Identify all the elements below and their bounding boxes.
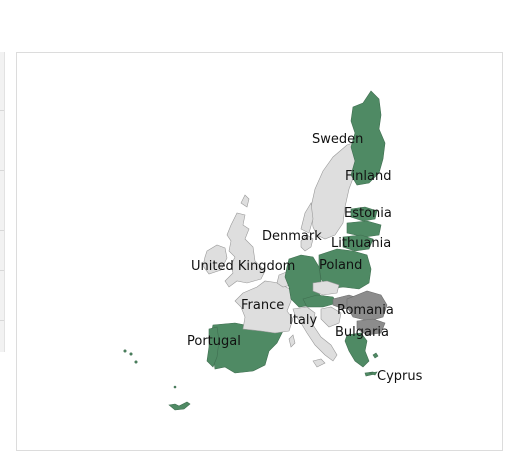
country-united-kingdom[interactable] (225, 213, 265, 287)
europe-map: Sweden Finland Estonia Denmark Lithuania… (17, 53, 502, 450)
label-cyprus: Cyprus (377, 369, 423, 384)
country-latvia[interactable] (347, 221, 381, 237)
label-bulgaria: Bulgaria (335, 325, 389, 340)
label-denmark: Denmark (262, 229, 322, 244)
label-finland: Finland (345, 169, 391, 184)
left-panel-edge (0, 52, 5, 352)
label-france: France (241, 298, 284, 313)
label-lithuania: Lithuania (331, 236, 391, 251)
map-panel: Sweden Finland Estonia Denmark Lithuania… (16, 52, 503, 451)
label-united-kingdom: United Kingdom (191, 259, 295, 274)
label-portugal: Portugal (187, 334, 241, 349)
label-italy: Italy (289, 313, 318, 328)
label-poland: Poland (319, 258, 362, 273)
label-estonia: Estonia (344, 206, 392, 221)
atlantic-islands (124, 350, 190, 410)
label-romania: Romania (337, 303, 394, 318)
label-sweden: Sweden (312, 132, 363, 147)
